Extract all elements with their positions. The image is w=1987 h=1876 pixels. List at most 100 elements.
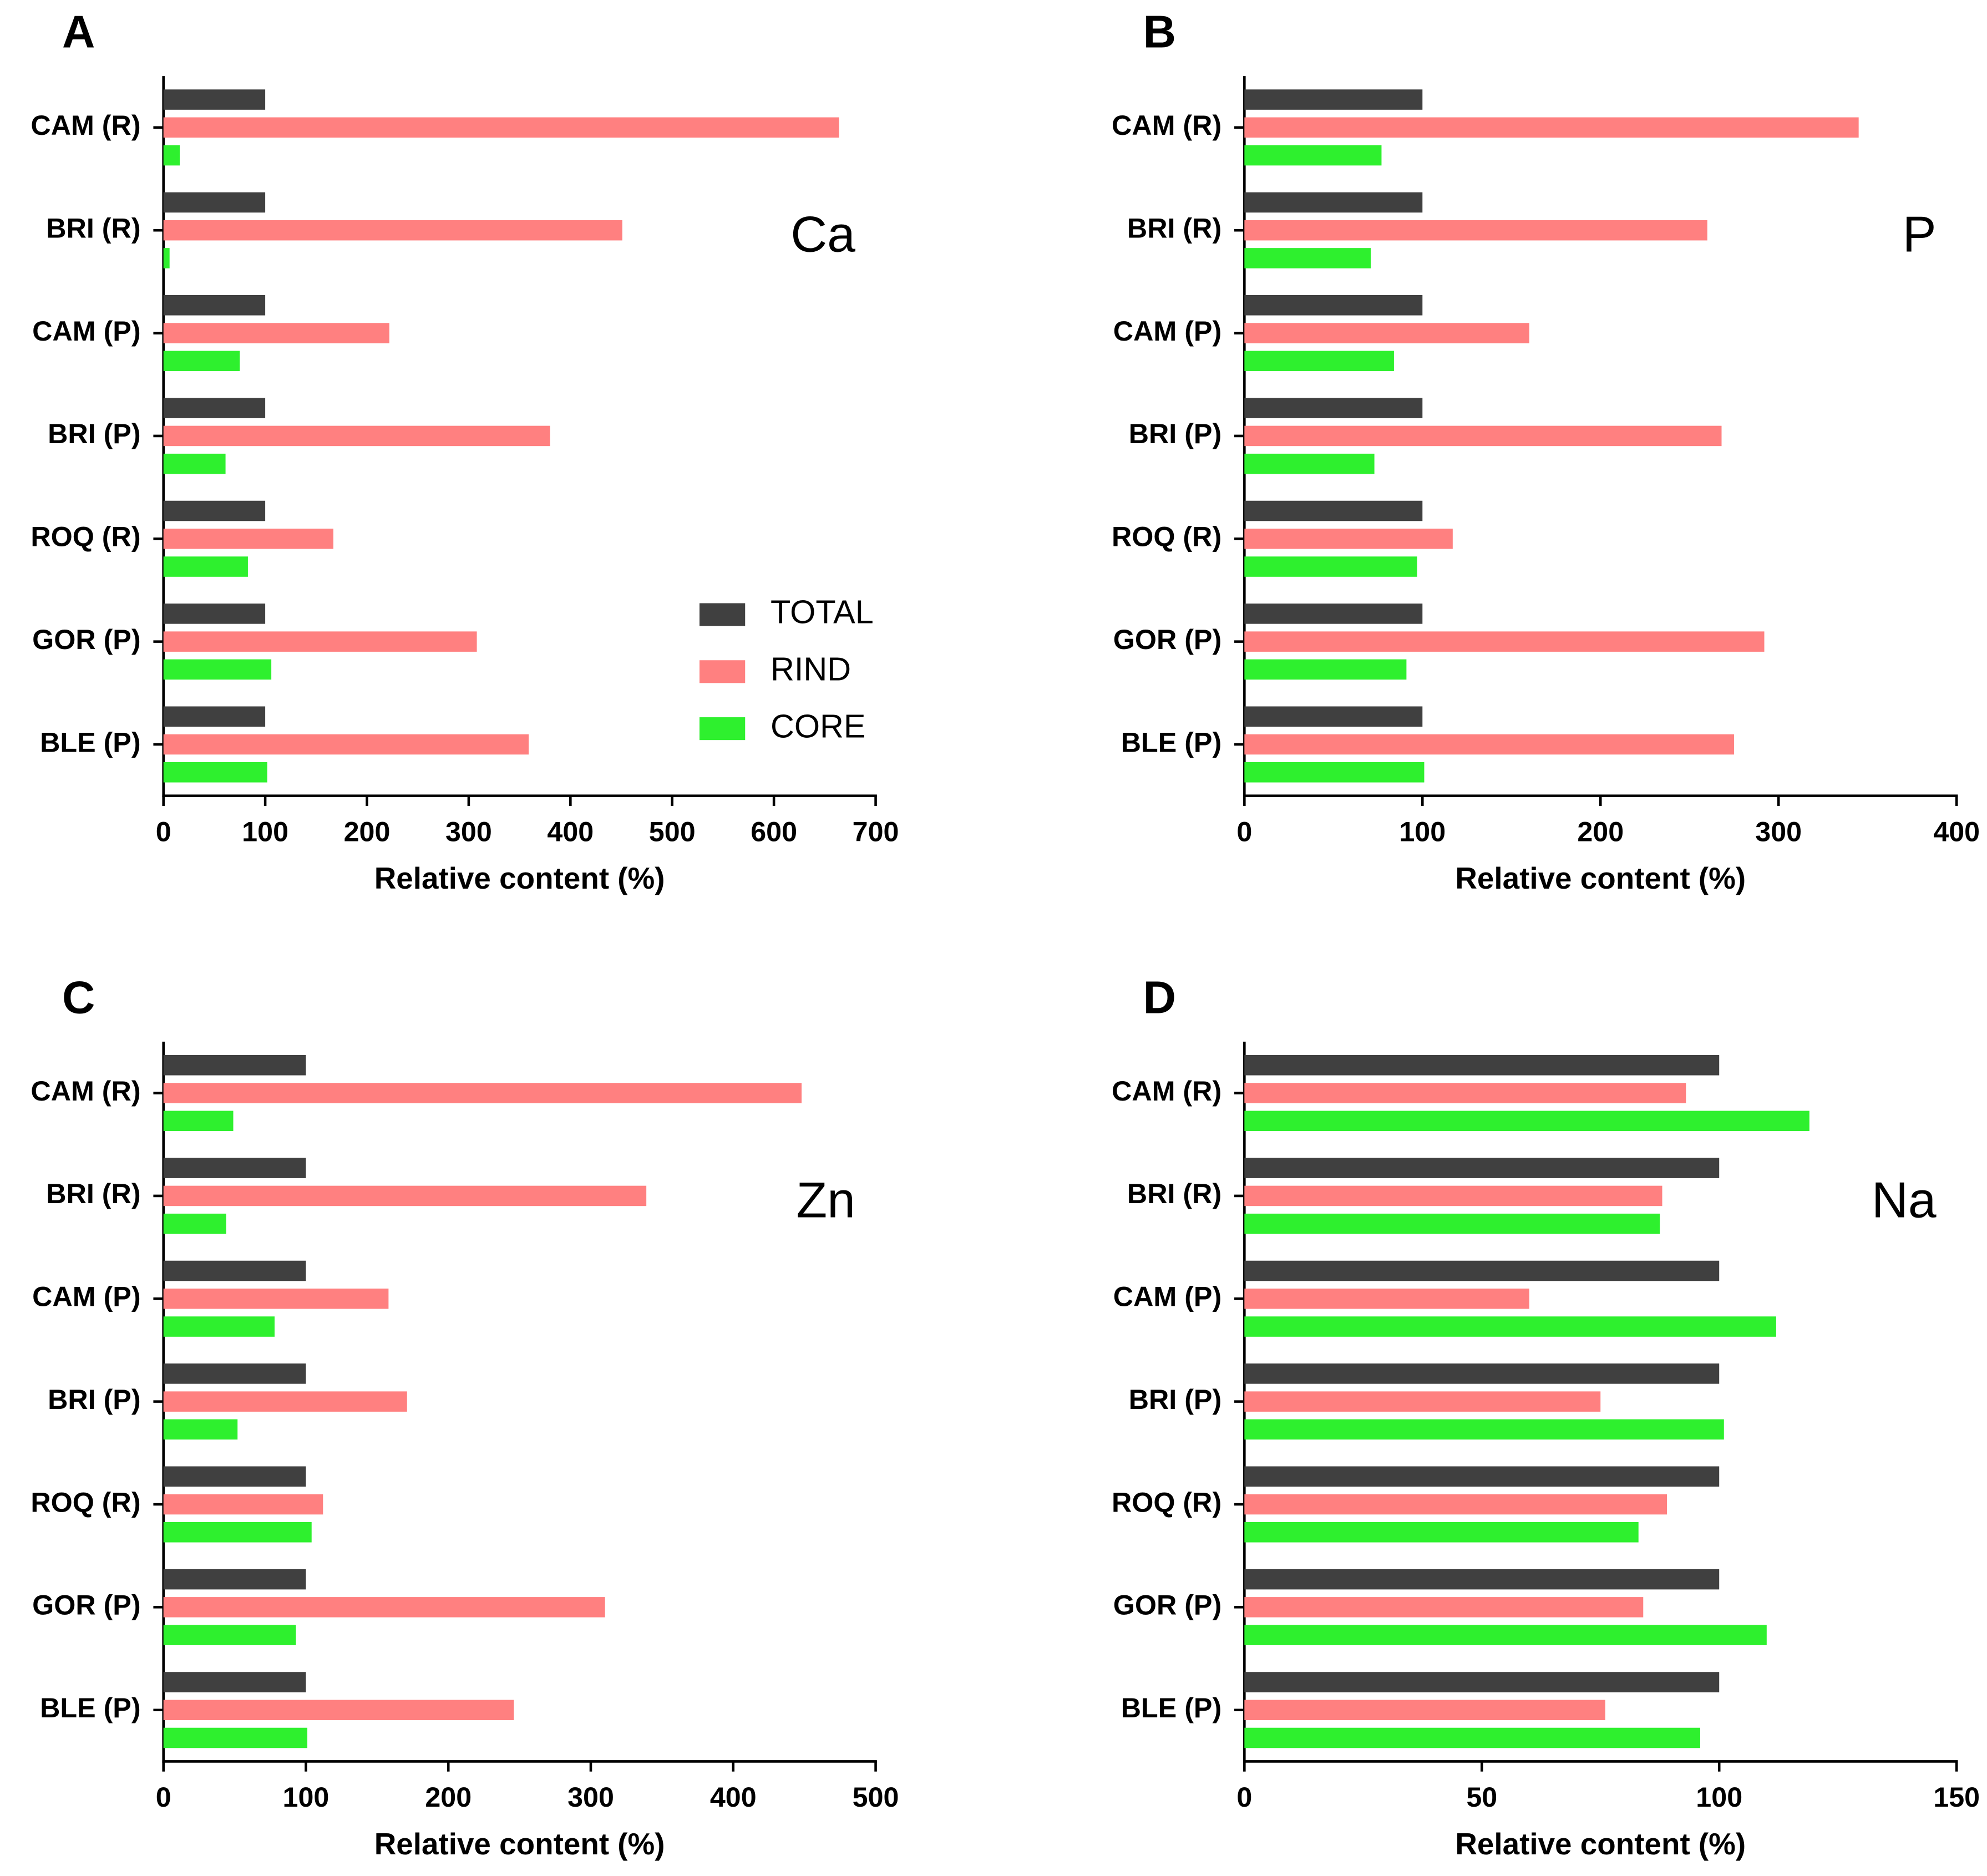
bar (163, 1522, 312, 1543)
x-tick-label: 200 (344, 817, 391, 848)
y-tick-label: CAM (R) (31, 110, 140, 141)
bar (163, 734, 529, 755)
y-tick-label: CAM (P) (1113, 1281, 1221, 1312)
panel-label: D (1143, 972, 1176, 1023)
bar (1244, 1597, 1644, 1618)
bar (163, 1466, 306, 1487)
y-tick-label: CAM (P) (1113, 316, 1221, 347)
y-tick-label: ROQ (R) (31, 521, 140, 552)
y-tick-label: CAM (P) (32, 316, 140, 347)
x-tick-label: 0 (1236, 1782, 1252, 1813)
y-tick-label: ROQ (R) (31, 1487, 140, 1518)
bar (1244, 1700, 1605, 1721)
bar (1244, 295, 1423, 316)
bar (163, 1419, 238, 1440)
bar (163, 1700, 514, 1721)
bar (1244, 323, 1529, 343)
bar (163, 1391, 407, 1412)
bar (163, 351, 240, 372)
bar (163, 145, 180, 166)
y-tick-label: BRI (R) (46, 212, 140, 244)
x-axis-label: Relative content (%) (1455, 1827, 1746, 1861)
bar (1244, 631, 1765, 652)
bar (163, 1363, 306, 1384)
bar (163, 1260, 306, 1281)
legend-label: RIND (771, 650, 851, 687)
legend-swatch (699, 660, 746, 683)
bar (1244, 659, 1407, 680)
bar (163, 706, 266, 727)
bar (163, 762, 267, 783)
bar (163, 1672, 306, 1692)
bar (163, 453, 226, 474)
bar (1244, 1391, 1601, 1412)
bar (1244, 1213, 1660, 1234)
bar (163, 556, 248, 577)
x-tick-label: 500 (853, 1782, 899, 1813)
y-tick-label: GOR (P) (1113, 1590, 1221, 1621)
x-tick-label: 600 (751, 817, 797, 848)
y-tick-label: CAM (P) (32, 1281, 140, 1312)
y-tick-label: BLE (P) (40, 1692, 140, 1723)
y-tick-label: ROQ (R) (1112, 1487, 1221, 1518)
legend-swatch (699, 603, 746, 626)
y-tick-label: BLE (P) (1121, 727, 1221, 758)
y-tick-label: BRI (R) (1127, 212, 1221, 244)
x-tick-label: 100 (283, 1782, 330, 1813)
bar (1244, 1569, 1720, 1590)
bar (1244, 1260, 1720, 1281)
bar (1244, 1083, 1686, 1103)
bar (1244, 220, 1707, 241)
x-tick-label: 400 (1933, 817, 1980, 848)
y-tick-label: BRI (P) (1129, 418, 1221, 449)
bar (1244, 762, 1425, 783)
bar (163, 295, 266, 316)
bar (163, 1055, 306, 1076)
bar (163, 1597, 605, 1618)
panel-label: B (1143, 7, 1176, 58)
x-tick-label: 200 (1577, 817, 1624, 848)
x-tick-label: 200 (425, 1782, 472, 1813)
x-tick-label: 100 (1696, 1782, 1742, 1813)
panel-label: C (62, 972, 95, 1023)
annotation: Ca (790, 206, 855, 263)
y-tick-label: BRI (R) (1127, 1178, 1221, 1209)
bar (1244, 351, 1394, 372)
y-tick-label: GOR (P) (32, 624, 140, 655)
y-tick-label: BRI (R) (46, 1178, 140, 1209)
y-tick-label: BRI (P) (48, 418, 140, 449)
bar (163, 398, 266, 418)
x-axis-label: Relative content (%) (1455, 861, 1746, 895)
annotation: P (1903, 206, 1937, 263)
bar (163, 1569, 306, 1590)
x-tick-label: 0 (1236, 817, 1252, 848)
bar (163, 1727, 308, 1748)
bar (1244, 734, 1734, 755)
x-axis-label: Relative content (%) (374, 861, 665, 895)
bar (163, 1494, 323, 1515)
bar (1244, 1363, 1720, 1384)
x-tick-label: 700 (853, 817, 899, 848)
bar (1244, 1111, 1809, 1132)
bar (1244, 453, 1375, 474)
bar (1244, 1419, 1724, 1440)
bar (163, 323, 389, 343)
x-tick-label: 0 (156, 1782, 171, 1813)
bar (1244, 248, 1371, 268)
bar (1244, 706, 1423, 727)
bar (163, 631, 477, 652)
x-tick-label: 100 (242, 817, 288, 848)
x-axis-label: Relative content (%) (374, 1827, 665, 1861)
y-tick-label: ROQ (R) (1112, 521, 1221, 552)
bar (163, 528, 333, 549)
legend-swatch (699, 717, 746, 741)
x-tick-label: 150 (1933, 1782, 1980, 1813)
bar (163, 659, 272, 680)
bar (163, 89, 266, 110)
bar (1244, 1055, 1720, 1076)
y-tick-label: CAM (R) (1112, 110, 1221, 141)
bar (1244, 192, 1423, 213)
bar (1244, 117, 1859, 138)
x-tick-label: 300 (445, 817, 492, 848)
